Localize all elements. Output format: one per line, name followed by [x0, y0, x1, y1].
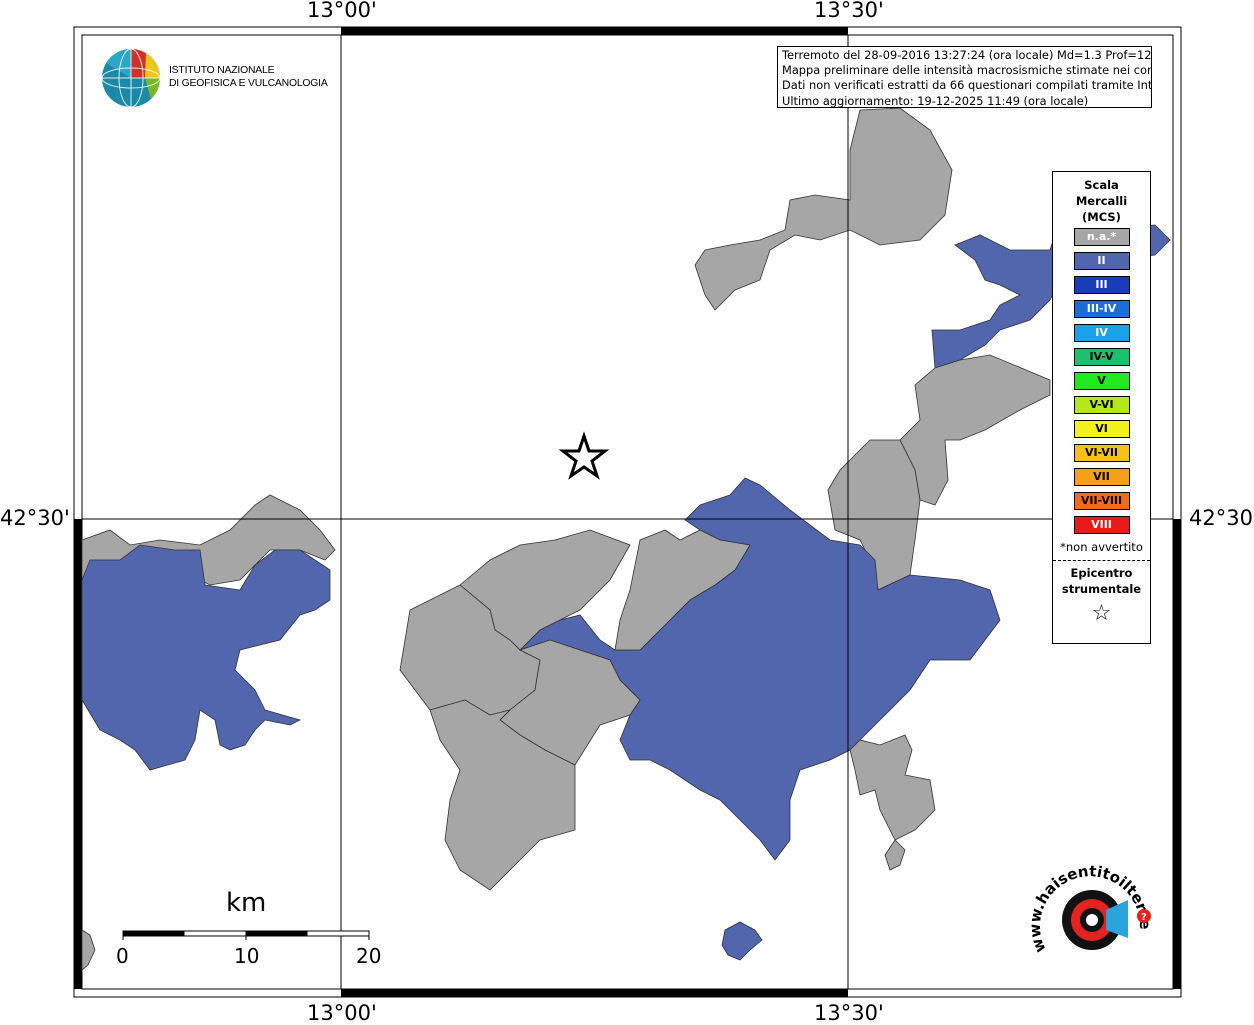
legend-item: III — [1073, 276, 1130, 294]
municipality-area — [849, 734, 936, 841]
mcs-legend: Scala Mercalli (MCS) n.a.* II III III-IV IV I… — [1052, 171, 1151, 644]
legend-separator — [1053, 560, 1150, 561]
scale-tick-label: 0 — [116, 944, 129, 968]
ingv-name-line1: ISTITUTO NAZIONALE — [169, 65, 275, 76]
legend-title-line: Mercalli — [1075, 194, 1128, 208]
scale-tick-label: 20 — [356, 944, 382, 968]
legend-item: V — [1073, 372, 1130, 390]
legend-epicenter-line: strumentale — [1061, 582, 1142, 596]
frame-bar-right — [1173, 519, 1181, 989]
municipality-area — [429, 699, 576, 891]
legend-star-icon: ☆ — [1091, 601, 1112, 626]
event-info-line: Ultimo aggiornamento: 19-12-2025 11:49 (… — [782, 93, 1089, 108]
haisentito-logo-icon[interactable]: www.haisentitoilterremoto.it ? — [1028, 858, 1158, 978]
frame-bar-top — [341, 27, 848, 35]
scale-tick-label: 10 — [234, 944, 260, 968]
legend-item: II — [1073, 252, 1130, 270]
legend-title-line: Scala — [1084, 178, 1119, 192]
epicenter-star-icon — [558, 431, 610, 480]
lat-label-left-4230: 42°30' — [0, 506, 70, 530]
legend-epicenter-label: Epicentro strumentale — [1053, 565, 1150, 597]
event-info-line: Terremoto del 28-09-2016 13:27:24 (ora l… — [782, 48, 1152, 62]
legend-item: VII — [1073, 468, 1130, 486]
legend-title-line: (MCS) — [1082, 210, 1121, 224]
municipality-area — [81, 544, 331, 771]
municipality-area — [721, 921, 763, 961]
legend-items: n.a.* II III III-IV IV IV-V V V-VI VI VI-VII VII VI… — [1053, 228, 1150, 534]
legend-item: n.a.* — [1073, 228, 1130, 246]
scale-bar — [122, 930, 370, 940]
lat-label-right-4230: 42°30' — [1189, 506, 1254, 530]
municipality-area — [694, 107, 953, 311]
scale-unit: km — [226, 888, 267, 918]
legend-epicenter-line: Epicentro — [1070, 566, 1133, 580]
event-info-line: Mappa preliminare delle intensità macros… — [782, 63, 1152, 78]
municipality-area — [499, 639, 641, 766]
lon-label-top-1300: 13°00' — [307, 0, 377, 22]
lon-label-bottom-1330: 13°30' — [814, 1001, 884, 1025]
legend-item: VII-VIII — [1073, 492, 1130, 510]
event-info-box: Terremoto del 28-09-2016 13:27:24 (ora l… — [777, 46, 1152, 108]
legend-item: VI-VII — [1073, 444, 1130, 462]
svg-text:?: ? — [1141, 912, 1147, 923]
frame-bar-bottom — [341, 989, 848, 997]
legend-item: V-VI — [1073, 396, 1130, 414]
legend-title: Scala Mercalli (MCS) — [1053, 177, 1150, 225]
lon-label-top-1330: 13°30' — [814, 0, 884, 22]
legend-item: III-IV — [1073, 300, 1130, 318]
legend-note: *non avvertito — [1060, 540, 1143, 554]
municipality-area — [614, 529, 751, 651]
legend-item: IV-V — [1073, 348, 1130, 366]
lon-label-bottom-1300: 13°00' — [307, 1001, 377, 1025]
legend-item: IV — [1073, 324, 1130, 342]
municipality-area — [81, 929, 96, 971]
ingv-name-line2: DI GEOFISICA E VULCANOLOGIA — [169, 78, 328, 89]
map-inner-frame — [81, 34, 1174, 990]
ingv-name: ISTITUTO NAZIONALE DI GEOFISICA E VULCAN… — [169, 64, 328, 90]
ingv-globe-icon — [101, 48, 161, 108]
event-info-line: Dati non verificati estratti da 66 quest… — [782, 78, 1152, 93]
legend-item: VI — [1073, 420, 1130, 438]
frame-bar-left — [74, 519, 82, 989]
municipality-area — [884, 839, 906, 871]
municipality-area — [899, 354, 1051, 506]
legend-item: VIII — [1073, 516, 1130, 534]
